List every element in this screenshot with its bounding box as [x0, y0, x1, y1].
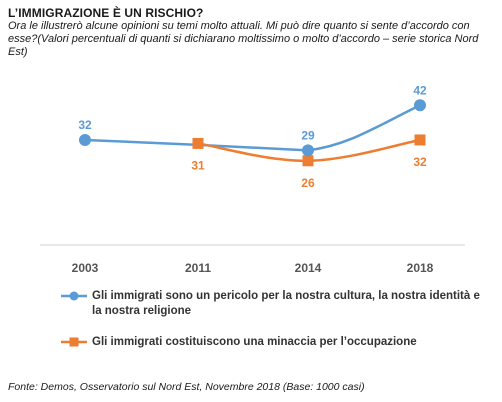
data-label-series-1: 29: [301, 128, 315, 142]
data-label-series-2: 26: [301, 176, 315, 190]
legend: Gli immigrati sono un pericolo per la no…: [60, 289, 480, 366]
data-label-series-1: 42: [413, 83, 427, 97]
x-tick-label: 2014: [295, 261, 322, 275]
data-label-series-2: 32: [413, 155, 427, 169]
legend-item-series-1: Gli immigrati sono un pericolo per la no…: [60, 289, 480, 319]
data-point-series-2: [192, 137, 204, 149]
line-chart: 31 26 32 32 29 42 2003 2011 2014 2018: [40, 83, 465, 275]
data-point-series-2: [302, 155, 314, 167]
chart-title: L’IMMIGRAZIONE È UN RISCHIO?: [8, 6, 204, 20]
x-tick-label: 2003: [72, 261, 99, 275]
series-line-1: [84, 104, 421, 152]
x-tick-label: 2018: [407, 261, 434, 275]
legend-key-circle-icon: [61, 291, 87, 301]
legend-key-square-icon: [61, 337, 87, 347]
source-note: Fonte: Demos, Osservatorio sul Nord Est,…: [8, 381, 365, 393]
legend-label-series-1: Gli immigrati sono un pericolo per la no…: [92, 290, 480, 317]
data-point-series-1: [302, 144, 314, 157]
legend-label-series-2: Gli immigrati costituiscono una minaccia…: [92, 336, 417, 348]
data-point-series-2: [414, 134, 426, 146]
data-point-series-1: [79, 133, 91, 146]
data-point-series-1: [414, 99, 426, 112]
data-label-series-1: 32: [78, 118, 92, 132]
legend-item-series-2: Gli immigrati costituiscono una minaccia…: [60, 335, 480, 350]
data-label-series-2: 31: [191, 158, 205, 172]
x-tick-label: 2011: [185, 261, 211, 275]
chart-subtitle: Ora le illustrerò alcune opinioni su tem…: [8, 20, 479, 58]
